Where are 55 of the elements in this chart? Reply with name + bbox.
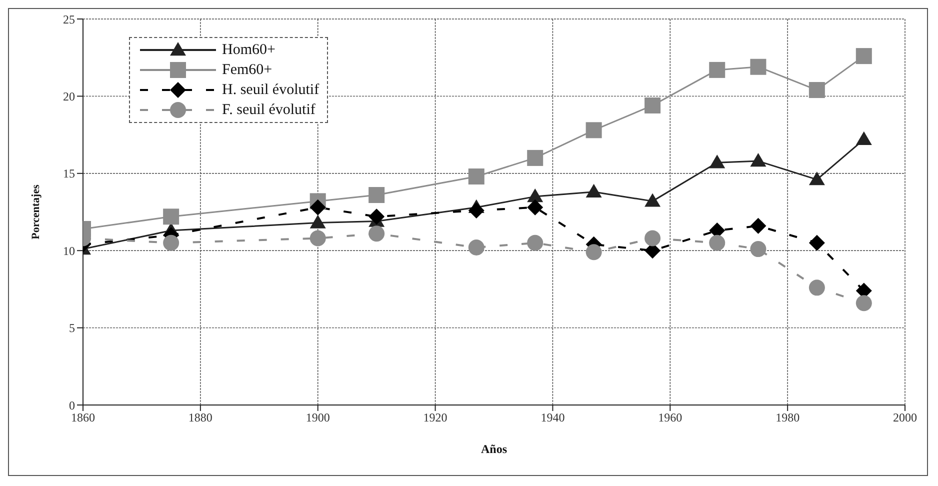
point — [527, 199, 544, 216]
point — [750, 218, 766, 234]
y-tick-label: 10 — [63, 244, 75, 258]
point — [163, 208, 180, 225]
point — [368, 208, 385, 225]
point — [586, 122, 602, 138]
point — [750, 58, 766, 75]
point — [750, 153, 766, 167]
x-tick-label: 1940 — [540, 410, 565, 425]
point — [856, 131, 872, 146]
y-tick-label: 0 — [69, 398, 75, 412]
x-tick-label: 1960 — [658, 410, 682, 425]
y-tick-label: 25 — [63, 12, 75, 26]
point — [586, 184, 602, 198]
point — [808, 82, 825, 98]
point — [644, 193, 661, 207]
point — [644, 97, 661, 114]
point — [527, 150, 544, 166]
point — [368, 187, 385, 204]
point — [808, 280, 825, 296]
point — [310, 199, 326, 216]
point — [163, 234, 180, 251]
x-tick-label: 1880 — [188, 410, 212, 425]
legend-label: F. seuil évolutif — [222, 101, 316, 120]
point — [586, 244, 602, 260]
x-axis-title: Años — [480, 442, 508, 456]
x-tick-label: 1900 — [306, 410, 330, 425]
legend-label: H. seuil évolutif — [222, 81, 320, 100]
x-tick-label: 1860 — [71, 410, 95, 425]
point — [856, 295, 872, 312]
y-tick-label: 5 — [69, 321, 75, 336]
point — [709, 234, 726, 251]
point — [856, 48, 872, 64]
point — [527, 188, 544, 202]
point — [468, 240, 484, 256]
point — [644, 230, 661, 246]
point — [808, 172, 825, 186]
point — [310, 230, 326, 246]
point — [808, 234, 825, 251]
point — [709, 62, 726, 78]
point — [468, 202, 484, 218]
x-tick-label: 1920 — [423, 410, 448, 425]
y-axis-title: Porcentajes — [30, 184, 42, 240]
legend-label: Hom60+ — [222, 41, 276, 60]
point — [468, 168, 484, 184]
x-tick-label: 1980 — [776, 410, 800, 425]
point — [527, 234, 544, 251]
x-tick-label: 2000 — [893, 410, 917, 425]
point — [709, 154, 726, 168]
y-tick-label: 20 — [63, 89, 75, 104]
point — [368, 226, 385, 242]
y-tick-label: 15 — [63, 166, 75, 181]
point — [310, 214, 326, 228]
legend-label: Fem60+ — [222, 61, 272, 80]
point — [750, 241, 766, 258]
